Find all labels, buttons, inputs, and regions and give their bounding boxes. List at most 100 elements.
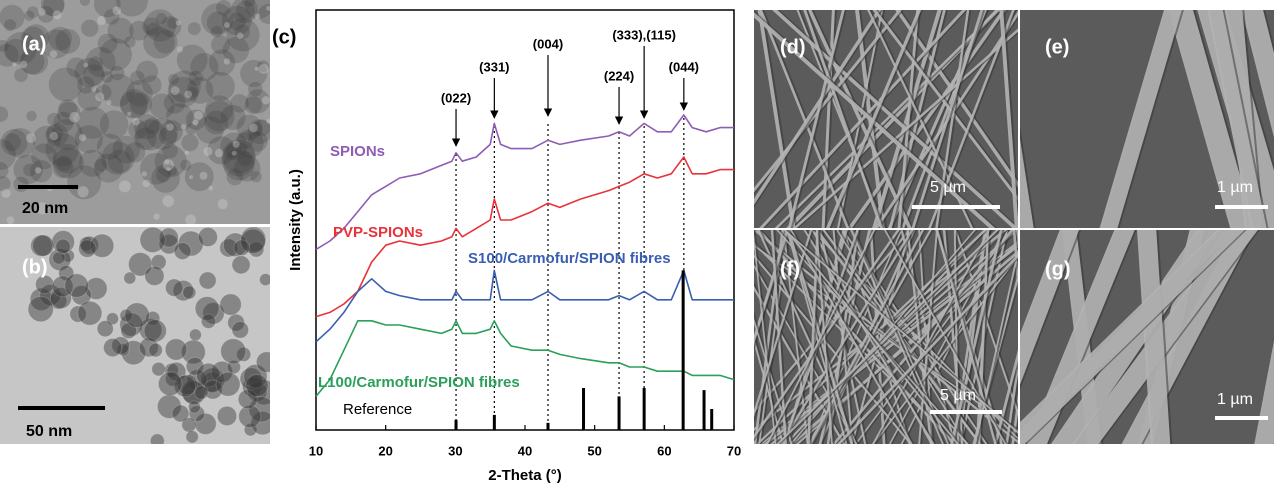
particle [151,361,166,377]
particle [80,235,100,255]
particle [215,371,241,397]
particle [78,236,95,252]
particle [177,230,204,257]
speckle [254,13,261,19]
fibre [754,230,789,345]
speckle [192,119,199,126]
speckle [254,66,259,71]
speckle [77,186,89,198]
particle [58,264,75,282]
fibre-shadow [937,10,972,228]
particle [109,65,125,81]
scale-bar-label: 20 nm [22,200,68,217]
particle [0,176,11,192]
particle [165,103,194,131]
series-label: PVP-SPIONs [333,224,423,241]
speckle [199,171,208,180]
fibre [1136,230,1171,444]
particle [107,17,134,44]
particle [3,133,21,151]
particle [32,125,61,154]
particle [97,33,118,54]
particle [120,322,138,340]
particle [103,9,120,25]
xrd-trace [315,114,734,251]
particle [78,239,97,258]
particle [13,154,43,184]
particle [198,271,217,290]
particle [111,336,130,355]
particle [101,73,135,107]
particle [46,125,64,143]
particle [79,0,90,6]
particle [196,116,224,144]
particle [128,119,148,140]
particle [69,305,87,323]
micrograph [754,230,1018,444]
particle [164,338,188,361]
speckle [36,202,49,215]
particle [203,100,235,132]
fibre [776,230,999,444]
particle [219,238,239,258]
particle [181,134,199,152]
particle [236,0,255,20]
particle [231,0,258,24]
particle [171,404,190,423]
particle [129,20,149,41]
speckle [96,15,107,26]
particle [125,142,146,163]
particle [144,9,177,42]
particle [181,417,197,433]
particle [139,227,166,254]
particle [130,70,145,86]
particle [67,165,102,200]
panel-label: (a) [22,33,46,55]
particle [51,119,83,151]
particle [190,53,219,82]
particle [202,301,225,325]
fibre [787,10,845,228]
particle [64,273,89,298]
fibre-shadow [838,255,1018,444]
speckle [217,199,228,210]
fibre-shadow [834,230,1016,444]
particle [250,410,270,436]
particle [79,149,107,177]
panel-label: (b) [22,256,48,278]
particle [45,123,69,147]
fibre [1168,10,1255,228]
fibre [754,12,996,228]
speckle [185,214,197,224]
fibre-shadow [789,10,847,228]
fibre [1207,10,1267,228]
particle [248,122,263,137]
fibre [1099,10,1182,228]
series-label: SPIONs [330,143,385,160]
particle [188,70,204,86]
particle [134,127,157,151]
particle [42,0,65,17]
particle [172,279,195,302]
speckle [166,123,174,131]
particle [85,47,116,78]
speckle [141,171,148,177]
speckle [166,167,171,172]
particle [245,373,269,398]
particle [116,0,149,17]
particle [96,133,123,160]
scale-bar-label: 50 nm [26,423,72,440]
particle [52,251,66,265]
particle [47,112,61,126]
speckle [164,159,170,165]
speckle [193,110,203,120]
particle [51,275,74,298]
particle [234,24,250,40]
fibre [911,10,984,228]
particle [236,346,252,363]
speckle [184,150,190,155]
speckle [266,5,270,11]
particle [52,157,74,179]
particle [164,278,184,297]
speckle [49,131,59,141]
